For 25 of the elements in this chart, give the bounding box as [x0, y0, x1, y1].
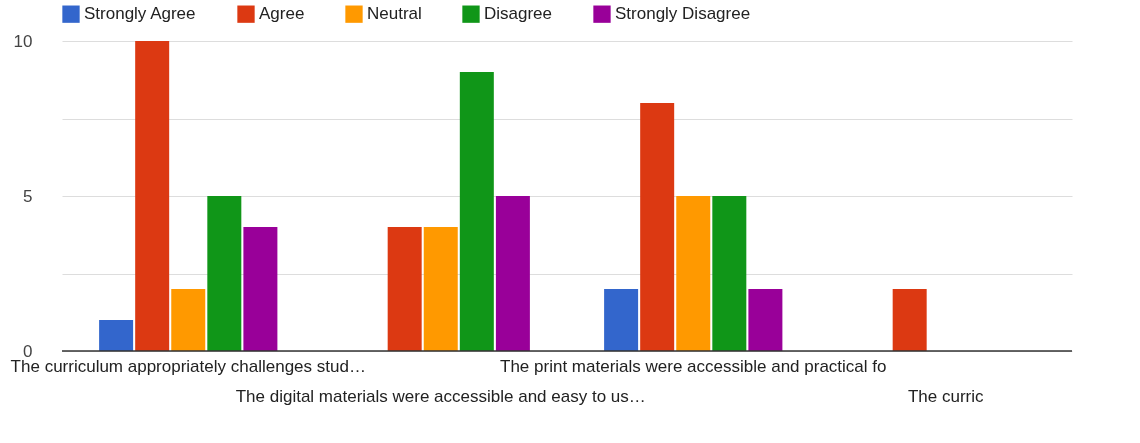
- bar: [171, 289, 206, 351]
- legend-label: Strongly Agree: [84, 4, 196, 24]
- bar: [495, 196, 530, 351]
- bar: [135, 41, 170, 351]
- bar: [712, 196, 747, 351]
- bar: [892, 289, 927, 351]
- bar: [243, 227, 278, 351]
- legend-label: Agree: [259, 4, 305, 24]
- bar: [387, 227, 422, 351]
- x-tick-label: The print materials were accessible and practical fo: [500, 357, 887, 376]
- bar: [423, 227, 458, 351]
- bar: [207, 196, 242, 351]
- legend-label: Disagree: [484, 4, 553, 24]
- x-tick-label: The curric: [907, 387, 985, 406]
- legend-label: Neutral: [367, 4, 422, 24]
- bar: [459, 72, 494, 351]
- y-tick-label: 5: [23, 186, 33, 206]
- bar: [640, 103, 675, 351]
- bar: [748, 289, 783, 351]
- x-tick-label: The digital materials were accessible and easy to us…: [235, 387, 646, 406]
- y-tick-label: 10: [13, 31, 33, 51]
- legend-label: Strongly Disagree: [615, 4, 751, 24]
- bar: [99, 320, 134, 351]
- bar: [604, 289, 639, 351]
- bar: [676, 196, 711, 351]
